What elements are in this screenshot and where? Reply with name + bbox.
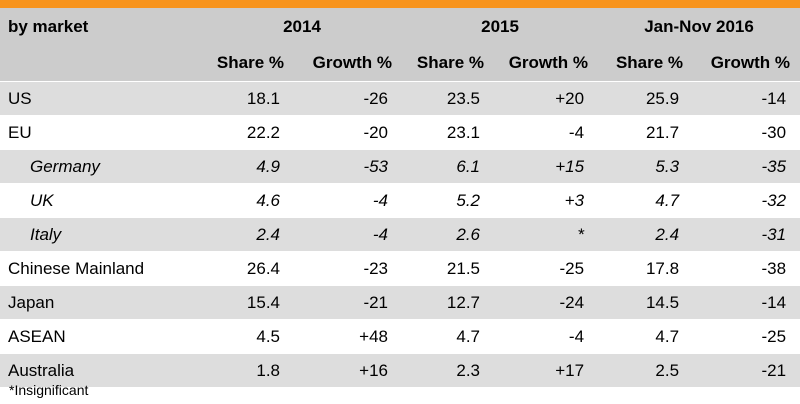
growth-header: Growth % bbox=[494, 45, 599, 82]
share-value: 21.7 bbox=[598, 115, 694, 150]
growth-value: -25 bbox=[494, 251, 599, 286]
growth-value: +20 bbox=[494, 81, 599, 116]
year-header: Jan-Nov 2016 bbox=[598, 8, 800, 45]
share-value: 1.8 bbox=[202, 353, 294, 387]
share-value: 18.1 bbox=[202, 81, 294, 116]
share-value: 4.6 bbox=[202, 183, 294, 218]
market-name: UK bbox=[0, 183, 202, 218]
market-name: ASEAN bbox=[0, 319, 202, 354]
share-value: 2.6 bbox=[402, 217, 495, 252]
growth-value: -26 bbox=[294, 81, 403, 116]
table-row: Chinese Mainland 26.4 -23 21.5 -25 17.8 -38 bbox=[0, 251, 800, 286]
growth-value: -21 bbox=[693, 353, 800, 387]
year-header: 2015 bbox=[402, 8, 599, 45]
growth-value: -53 bbox=[294, 149, 403, 184]
growth-value: +3 bbox=[494, 183, 599, 218]
share-value: 4.7 bbox=[598, 319, 694, 354]
market-name: US bbox=[0, 81, 202, 116]
growth-value: -25 bbox=[693, 319, 800, 354]
market-header: by market bbox=[0, 8, 202, 45]
share-value: 2.4 bbox=[598, 217, 694, 252]
header-row-metrics: Share % Growth % Share % Growth % Share … bbox=[0, 45, 800, 82]
growth-value: -4 bbox=[294, 183, 403, 218]
table-row: UK 4.6 -4 5.2 +3 4.7 -32 bbox=[0, 183, 800, 218]
table-body: US 18.1 -26 23.5 +20 25.9 -14 EU 22.2 -20 23.1 -4 21… bbox=[0, 81, 800, 387]
growth-header: Growth % bbox=[693, 45, 800, 82]
year-header: 2014 bbox=[202, 8, 403, 45]
growth-value: -35 bbox=[693, 149, 800, 184]
growth-value: -14 bbox=[693, 285, 800, 320]
table-row: EU 22.2 -20 23.1 -4 21.7 -30 bbox=[0, 115, 800, 150]
growth-value: -31 bbox=[693, 217, 800, 252]
share-value: 12.7 bbox=[402, 285, 495, 320]
market-name: Chinese Mainland bbox=[0, 251, 202, 286]
share-value: 5.3 bbox=[598, 149, 694, 184]
share-header: Share % bbox=[202, 45, 294, 82]
share-value: 4.9 bbox=[202, 149, 294, 184]
share-value: 23.1 bbox=[402, 115, 495, 150]
share-value: 14.5 bbox=[598, 285, 694, 320]
footnote: *Insignificant bbox=[9, 382, 89, 398]
market-name: Germany bbox=[0, 149, 202, 184]
share-value: 23.5 bbox=[402, 81, 495, 116]
share-value: 21.5 bbox=[402, 251, 495, 286]
market-name: Japan bbox=[0, 285, 202, 320]
share-value: 4.7 bbox=[402, 319, 495, 354]
share-value: 17.8 bbox=[598, 251, 694, 286]
growth-header: Growth % bbox=[294, 45, 403, 82]
growth-value: -20 bbox=[294, 115, 403, 150]
share-value: 15.4 bbox=[202, 285, 294, 320]
table-row: Italy 2.4 -4 2.6 * 2.4 -31 bbox=[0, 217, 800, 252]
market-name: Australia bbox=[0, 353, 202, 387]
growth-value: +16 bbox=[294, 353, 403, 387]
growth-value: -14 bbox=[693, 81, 800, 116]
share-header: Share % bbox=[402, 45, 495, 82]
share-value: 6.1 bbox=[402, 149, 495, 184]
share-value: 22.2 bbox=[202, 115, 294, 150]
share-value: 2.4 bbox=[202, 217, 294, 252]
empty-header-cell bbox=[0, 45, 202, 82]
share-value: 4.5 bbox=[202, 319, 294, 354]
share-value: 5.2 bbox=[402, 183, 495, 218]
growth-value: -24 bbox=[494, 285, 599, 320]
growth-value: -32 bbox=[693, 183, 800, 218]
growth-value: -21 bbox=[294, 285, 403, 320]
table-row: Germany 4.9 -53 6.1 +15 5.3 -35 bbox=[0, 149, 800, 184]
growth-value: -4 bbox=[294, 217, 403, 252]
table-row: US 18.1 -26 23.5 +20 25.9 -14 bbox=[0, 81, 800, 116]
market-share-table: by market 2014 2015 Jan-Nov 2016 Share %… bbox=[0, 8, 800, 387]
table-row: ASEAN 4.5 +48 4.7 -4 4.7 -25 bbox=[0, 319, 800, 354]
growth-value: -4 bbox=[494, 115, 599, 150]
share-value: 2.3 bbox=[402, 353, 495, 387]
growth-value: -23 bbox=[294, 251, 403, 286]
growth-value: -4 bbox=[494, 319, 599, 354]
growth-value: -30 bbox=[693, 115, 800, 150]
accent-bar bbox=[0, 0, 800, 8]
share-header: Share % bbox=[598, 45, 694, 82]
table-row: Australia 1.8 +16 2.3 +17 2.5 -21 bbox=[0, 353, 800, 387]
growth-value: +48 bbox=[294, 319, 403, 354]
header-row-years: by market 2014 2015 Jan-Nov 2016 bbox=[0, 8, 800, 45]
growth-value: -38 bbox=[693, 251, 800, 286]
share-value: 2.5 bbox=[598, 353, 694, 387]
growth-value: +17 bbox=[494, 353, 599, 387]
table-row: Japan 15.4 -21 12.7 -24 14.5 -14 bbox=[0, 285, 800, 320]
share-value: 4.7 bbox=[598, 183, 694, 218]
share-value: 25.9 bbox=[598, 81, 694, 116]
growth-value: * bbox=[494, 217, 599, 252]
market-name: Italy bbox=[0, 217, 202, 252]
share-value: 26.4 bbox=[202, 251, 294, 286]
growth-value: +15 bbox=[494, 149, 599, 184]
market-name: EU bbox=[0, 115, 202, 150]
